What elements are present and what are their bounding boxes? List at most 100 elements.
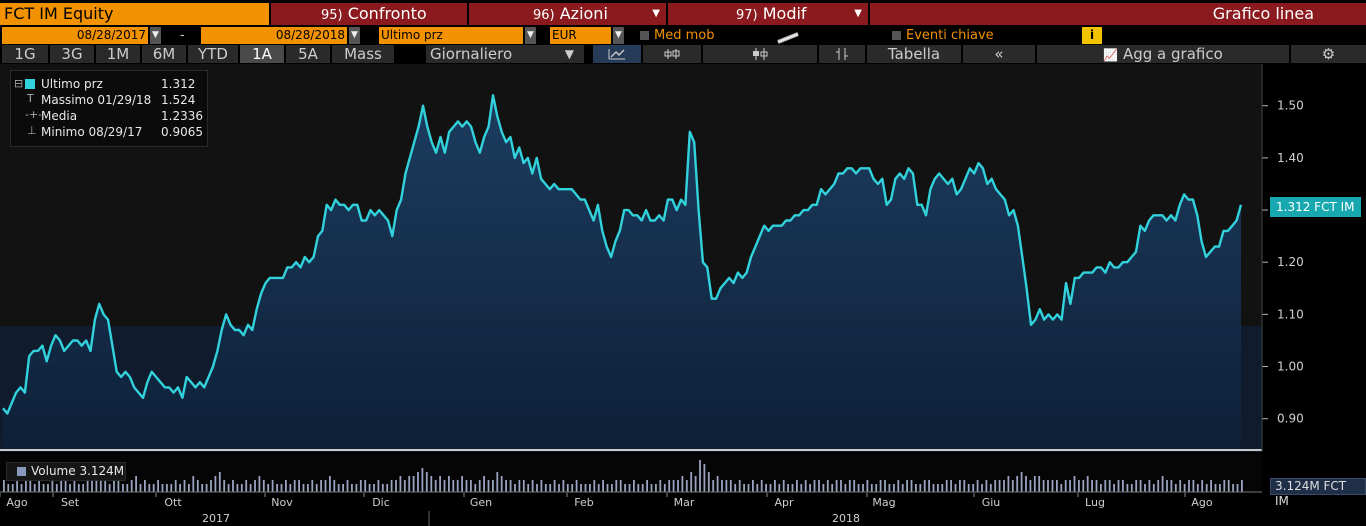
x-tick-label: Ago xyxy=(6,496,28,509)
volume-bar xyxy=(941,484,944,492)
volume-bar xyxy=(844,484,847,492)
period-button-1a[interactable]: 1A xyxy=(240,45,284,63)
volume-bar xyxy=(1117,480,1120,492)
table-button[interactable]: Tabella xyxy=(867,45,961,63)
volume-bar xyxy=(756,484,759,492)
moving-avg-checkbox[interactable] xyxy=(640,31,649,40)
edit-menu-button[interactable]: 97) Modif ▼ xyxy=(668,3,868,25)
volume-bar xyxy=(782,480,785,492)
volume-bar xyxy=(1047,480,1049,492)
end-date-field[interactable]: 08/28/2018 xyxy=(201,27,347,44)
volume-bar xyxy=(1073,476,1076,492)
frequency-select[interactable]: Giornaliero ▼ xyxy=(426,45,584,63)
end-date-dropdown-icon[interactable]: ▼ xyxy=(349,27,360,44)
volume-bar xyxy=(549,484,552,492)
volume-bar xyxy=(1051,480,1054,492)
volume-bar xyxy=(77,484,80,492)
last-price-swatch xyxy=(25,79,35,89)
volume-bar xyxy=(681,476,684,492)
chart-type-button[interactable]: Grafico linea xyxy=(870,3,1366,25)
period-button-5a[interactable]: 5A xyxy=(286,45,330,63)
volume-bar xyxy=(544,484,547,492)
actions-menu-button[interactable]: 96) Azioni ▼ xyxy=(469,3,666,25)
currency-select[interactable]: EUR xyxy=(550,27,611,44)
last-price-tag: 1.312 FCT IM xyxy=(1270,197,1361,217)
volume-bar xyxy=(690,472,693,492)
line-chart-icon[interactable] xyxy=(593,45,641,63)
moving-avg-label: Med mob xyxy=(654,28,715,43)
period-button-1m[interactable]: 1M xyxy=(96,45,140,63)
field-dropdown-icon[interactable]: ▼ xyxy=(525,27,536,44)
volume-bar xyxy=(760,480,763,492)
legend-box: ⊟ Ultimo prz 1.312 T Massimo 01/29/18 1.… xyxy=(10,70,208,147)
volume-bar xyxy=(29,480,32,492)
volume-bar xyxy=(998,480,1001,492)
period-button-6m[interactable]: 6M xyxy=(142,45,186,63)
bar-chart-icon[interactable] xyxy=(643,45,701,63)
volume-bar xyxy=(875,484,878,492)
volume-bar xyxy=(1201,480,1204,492)
add-to-chart-button[interactable]: 📈 Agg a grafico xyxy=(1037,45,1289,63)
volume-bar xyxy=(1148,480,1151,492)
x-tick-label: Feb xyxy=(574,496,593,509)
currency-dropdown-icon[interactable]: ▼ xyxy=(613,27,624,44)
volume-bar xyxy=(611,484,613,492)
settings-gear-icon[interactable]: ⚙ xyxy=(1291,45,1366,63)
volume-bar xyxy=(1126,484,1129,492)
volume-bar xyxy=(721,480,723,492)
volume-bar xyxy=(522,480,525,492)
compare-menu-button[interactable]: 95) Confronto xyxy=(271,3,467,25)
volume-bar xyxy=(1214,484,1217,492)
volume-bar xyxy=(932,484,935,492)
period-button-mass[interactable]: Mass xyxy=(332,45,394,63)
volume-bar xyxy=(183,480,186,492)
legend-avg-label: Media xyxy=(41,109,78,123)
volume-bar xyxy=(315,484,318,492)
x-tick-label: Dic xyxy=(372,496,390,509)
period-button-3g[interactable]: 3G xyxy=(50,45,94,63)
volume-bar xyxy=(928,480,930,492)
volume-bar xyxy=(509,480,512,492)
volume-bar xyxy=(699,460,701,492)
volume-bar xyxy=(1069,480,1071,492)
period-button-ytd[interactable]: YTD xyxy=(188,45,238,63)
volume-bar xyxy=(716,476,719,492)
volume-bar xyxy=(796,480,798,492)
volume-bar xyxy=(285,480,287,492)
volume-bar xyxy=(152,484,155,492)
volume-bar xyxy=(1196,484,1199,492)
volume-legend: Volume 3.124M xyxy=(6,462,126,481)
volume-bar xyxy=(218,472,221,492)
key-events-checkbox[interactable] xyxy=(892,31,901,40)
volume-bar xyxy=(831,484,834,492)
volume-bar xyxy=(1091,480,1093,492)
start-date-field[interactable]: 08/28/2017 xyxy=(2,27,148,44)
volume-bar xyxy=(496,472,499,492)
pen-icon[interactable] xyxy=(776,29,802,44)
volume-bar xyxy=(25,476,27,492)
ticker-field[interactable]: FCT IM Equity xyxy=(0,3,269,25)
volume-bar xyxy=(518,480,521,492)
year-label: 2017 xyxy=(202,512,230,525)
field-select[interactable]: Ultimo prz xyxy=(379,27,523,44)
volume-bar xyxy=(492,480,494,492)
volume-bar xyxy=(1205,484,1208,492)
volume-bar xyxy=(1086,476,1089,492)
volume-bar xyxy=(421,468,424,492)
collapse-button[interactable]: « xyxy=(963,45,1035,63)
volume-bar xyxy=(540,480,543,492)
volume-bar xyxy=(470,480,472,492)
period-button-1g[interactable]: 1G xyxy=(2,45,48,63)
collapse-box-icon[interactable]: ⊟ xyxy=(14,77,24,90)
candlestick-icon[interactable] xyxy=(703,45,817,63)
info-icon[interactable]: i xyxy=(1082,27,1102,44)
legend-min-label: Minimo 08/29/17 xyxy=(41,125,143,139)
volume-bar xyxy=(778,484,781,492)
volume-bar xyxy=(104,480,107,492)
start-date-dropdown-icon[interactable]: ▼ xyxy=(150,27,161,44)
volume-bar xyxy=(769,484,772,492)
volume-bar xyxy=(38,480,40,492)
volume-bar xyxy=(897,480,900,492)
high-low-icon[interactable] xyxy=(819,45,865,63)
legend-max-label: Massimo 01/29/18 xyxy=(41,93,152,107)
